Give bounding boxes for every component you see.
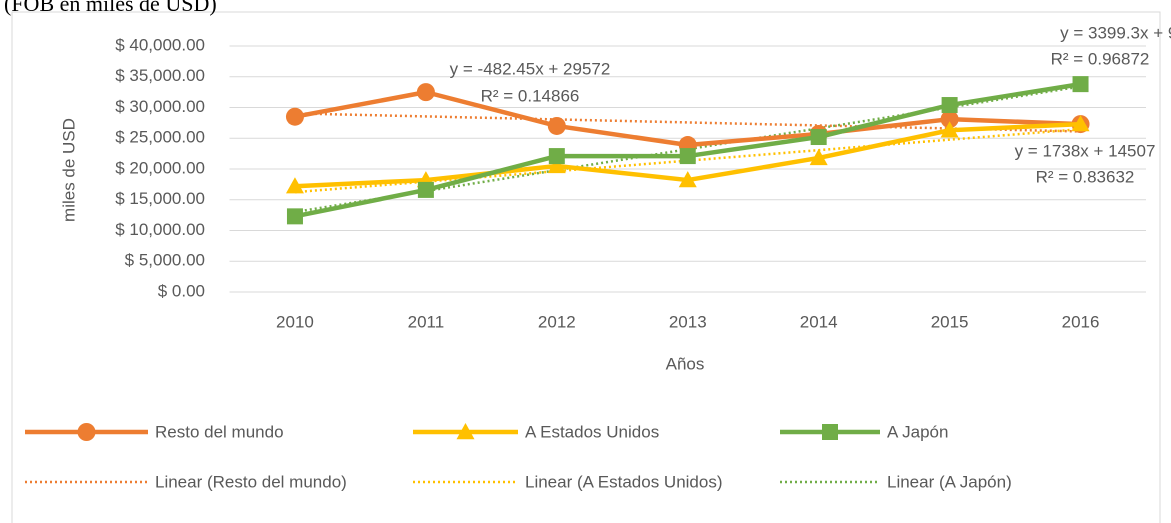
legend-marker (456, 423, 475, 440)
marker (810, 129, 827, 146)
legend-marker (77, 423, 96, 441)
marker (1072, 76, 1089, 93)
legend-label: Linear (A Japón) (887, 472, 1012, 491)
x-tick-label: 2015 (931, 312, 969, 331)
chart-title: (FOB en miles de USD) (4, 0, 217, 16)
trendline-r2: R² = 0.96872 (1051, 49, 1150, 68)
trendline-equation: y = -482.45x + 29572 (450, 59, 611, 78)
legend-marker (822, 424, 838, 440)
x-tick-label: 2016 (1062, 312, 1100, 331)
x-tick-label: 2013 (669, 312, 707, 331)
marker (548, 148, 565, 165)
legend-label: Linear (A Estados Unidos) (525, 472, 723, 491)
x-tick-label: 2014 (800, 312, 838, 331)
x-axis-title: Años (666, 354, 705, 373)
x-tick-label: 2011 (408, 312, 445, 331)
y-tick-label: $ 15,000.00 (115, 189, 205, 208)
marker (417, 181, 434, 198)
trendline-r2: R² = 0.14866 (481, 86, 580, 105)
y-tick-label: $ 35,000.00 (115, 66, 205, 85)
marker (547, 116, 566, 135)
trendline-equation: y = 3399.3x + 9620.4 (1060, 23, 1171, 42)
legend-label: Resto del mundo (155, 422, 284, 441)
marker (940, 121, 959, 138)
y-tick-label: $ 10,000.00 (115, 220, 205, 239)
trendline-r2: R² = 0.83632 (1036, 167, 1135, 186)
marker (1071, 115, 1090, 132)
y-tick-label: $ 5,000.00 (125, 251, 205, 270)
y-tick-label: $ 30,000.00 (115, 97, 205, 116)
trendline (294, 112, 1081, 133)
chart-border (11, 11, 1161, 523)
trendline-equation: y = 1738x + 14507 (1015, 141, 1156, 160)
legend-label: A Japón (887, 422, 948, 441)
marker (678, 171, 697, 188)
marker (940, 110, 959, 129)
y-tick-label: $ 0.00 (158, 281, 205, 300)
y-tick-label: $ 20,000.00 (115, 158, 205, 177)
marker (286, 208, 303, 225)
marker (416, 83, 435, 102)
x-tick-label: 2010 (276, 312, 314, 331)
legend-label: Linear (Resto del mundo) (155, 472, 347, 491)
x-tick-label: 2012 (538, 312, 576, 331)
y-axis-title: miles de USD (59, 118, 78, 222)
marker (547, 156, 566, 174)
y-tick-label: $ 25,000.00 (115, 128, 205, 147)
marker (285, 177, 304, 194)
marker (285, 107, 304, 126)
marker (809, 148, 828, 166)
y-tick-label: $ 40,000.00 (115, 35, 205, 54)
marker (941, 97, 958, 114)
marker (679, 148, 696, 165)
legend-label: A Estados Unidos (525, 422, 659, 441)
